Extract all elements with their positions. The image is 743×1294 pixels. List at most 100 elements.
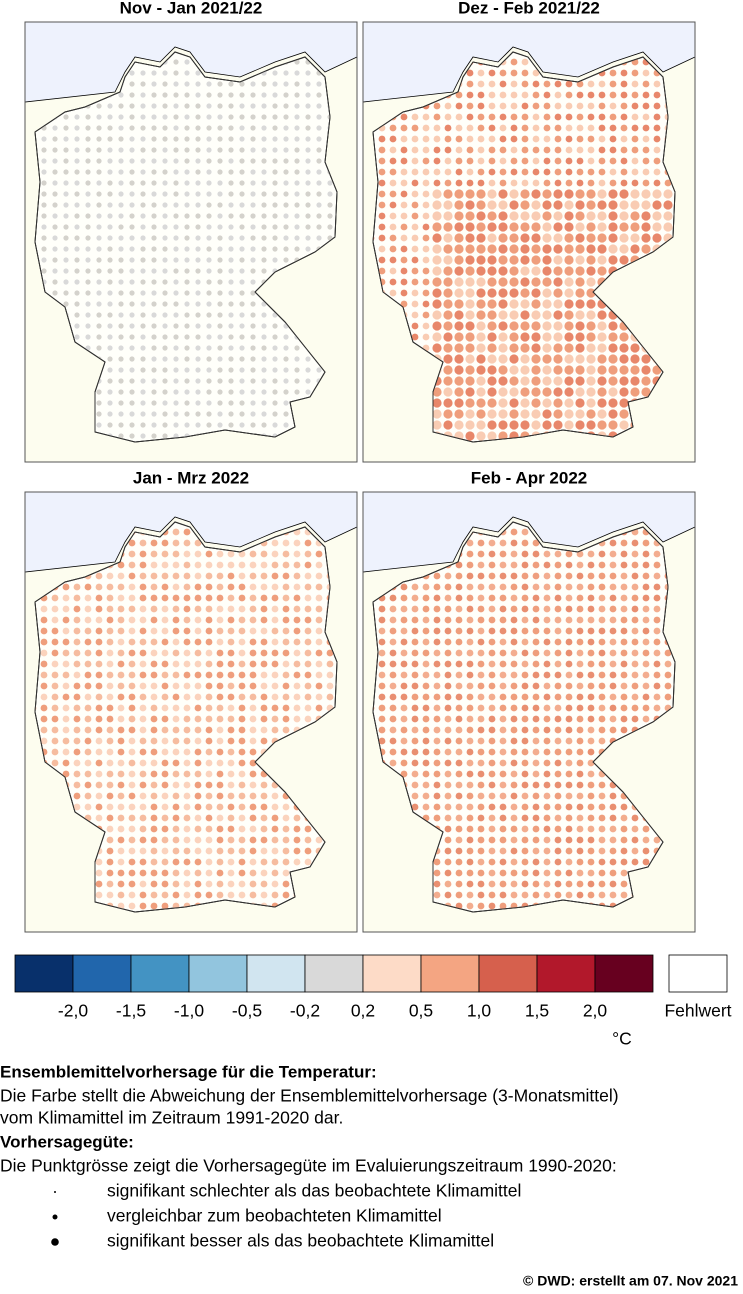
- dot: [260, 891, 268, 899]
- dot: [619, 189, 629, 199]
- dot: [272, 422, 278, 428]
- dot: [228, 147, 234, 153]
- dot: [532, 836, 540, 844]
- dot: [499, 179, 507, 187]
- dot: [454, 299, 464, 309]
- dot: [139, 561, 147, 569]
- dot: [597, 200, 607, 210]
- dot: [239, 125, 245, 131]
- dot: [609, 880, 617, 888]
- dot: [454, 398, 464, 408]
- dot: [271, 792, 279, 800]
- dot: [238, 737, 246, 745]
- dot: [95, 748, 103, 756]
- dot: [282, 638, 290, 646]
- dot: [272, 257, 278, 263]
- dot: [521, 539, 529, 547]
- dot: [520, 277, 530, 287]
- dot: [194, 616, 202, 624]
- dot: [631, 715, 639, 723]
- dot: [118, 422, 124, 428]
- dot: [217, 367, 223, 373]
- dot: [128, 858, 136, 866]
- dot: [239, 191, 245, 197]
- dot: [498, 310, 508, 320]
- dot: [499, 781, 507, 789]
- dot: [542, 420, 552, 430]
- dot: [554, 550, 562, 558]
- dot: [118, 191, 124, 197]
- dot: [84, 770, 92, 778]
- dot: [271, 660, 279, 668]
- dot: [315, 682, 323, 690]
- dot: [422, 157, 430, 165]
- dot: [565, 80, 573, 88]
- dot: [129, 224, 135, 230]
- dot: [128, 891, 136, 899]
- dot: [140, 323, 146, 329]
- dot: [488, 660, 496, 668]
- dot: [465, 343, 475, 353]
- dot: [466, 759, 474, 767]
- dot: [554, 759, 562, 767]
- dot: [477, 179, 485, 187]
- dot: [476, 310, 486, 320]
- dot: [509, 288, 519, 298]
- dot: [542, 376, 552, 386]
- dot: [609, 80, 617, 88]
- dot: [422, 682, 430, 690]
- dot: [96, 257, 102, 263]
- dot: [575, 288, 585, 298]
- dot: [575, 189, 585, 199]
- dot: [162, 422, 168, 428]
- dot: [488, 561, 496, 569]
- dot: [476, 244, 486, 254]
- dot: [564, 310, 574, 320]
- dot: [173, 356, 179, 362]
- dot: [239, 114, 245, 120]
- dot: [422, 737, 430, 745]
- dot: [41, 224, 47, 230]
- dot: [172, 715, 180, 723]
- dot: [228, 158, 234, 164]
- dot: [586, 343, 596, 353]
- dot: [74, 257, 80, 263]
- dot: [653, 113, 661, 121]
- dot: [51, 671, 59, 679]
- dot: [63, 224, 69, 230]
- dot: [433, 693, 441, 701]
- dot: [293, 550, 301, 558]
- dot: [389, 759, 397, 767]
- dot: [642, 135, 650, 143]
- dot: [576, 91, 584, 99]
- dot: [466, 902, 474, 910]
- dot: [117, 704, 125, 712]
- dot: [62, 704, 70, 712]
- dot: [272, 103, 278, 109]
- dot: [217, 92, 223, 98]
- dot: [488, 880, 496, 888]
- dot: [305, 147, 311, 153]
- dot: [239, 136, 245, 142]
- dot: [250, 246, 256, 252]
- dot: [194, 715, 202, 723]
- dot: [238, 638, 246, 646]
- dot: [598, 715, 606, 723]
- dot: [51, 748, 59, 756]
- dot: [587, 572, 595, 580]
- dot: [411, 267, 419, 275]
- dot: [62, 605, 70, 613]
- dot: [140, 92, 146, 98]
- dot: [454, 420, 464, 430]
- dot: [217, 422, 223, 428]
- dot: [294, 202, 300, 208]
- dot: [249, 616, 257, 624]
- dot: [261, 246, 267, 252]
- dot: [84, 671, 92, 679]
- dot: [150, 825, 158, 833]
- dot: [597, 332, 607, 342]
- dot: [477, 102, 485, 110]
- dot: [575, 222, 585, 232]
- dot: [173, 268, 179, 274]
- dot: [521, 704, 529, 712]
